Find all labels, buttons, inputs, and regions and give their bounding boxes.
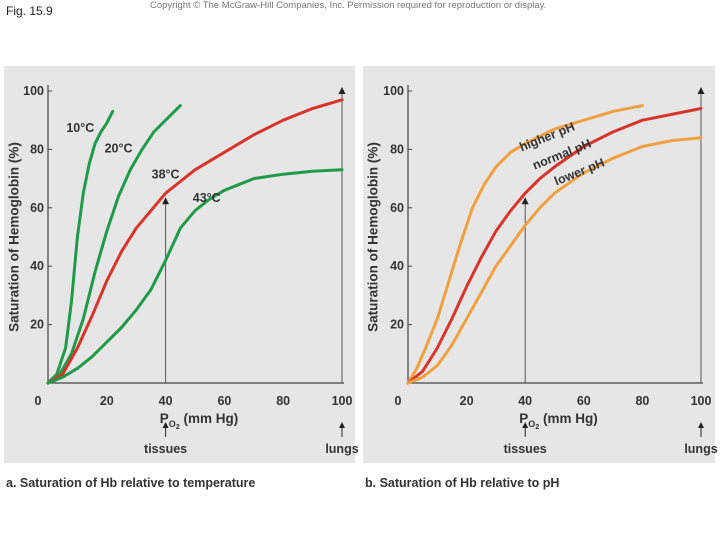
series-label: 10°C (66, 121, 94, 135)
y-tick-label: 40 (30, 259, 44, 273)
x-tick-label: 40 (159, 394, 173, 408)
series-line (46, 104, 182, 385)
panel-a-chart: 0 20 40 60 80 100 20 40 60 80 100 Saturation of Hem… (4, 66, 359, 463)
y-tick-label: 60 (390, 201, 404, 215)
label-arrowhead (522, 422, 529, 428)
y-axis-label: Saturation of Hemoglobin (%) (7, 142, 22, 332)
x-tick-label: 100 (691, 394, 712, 408)
x-axis-label: PO2 (mm Hg) (160, 411, 238, 431)
x-tick-label: 60 (577, 394, 591, 408)
y-tick-label: 60 (30, 201, 44, 215)
x-tick-label: 60 (217, 394, 231, 408)
series-label: 38°C (152, 168, 180, 182)
x-tick-label: 40 (518, 394, 532, 408)
x-tick-label: 0 (395, 394, 402, 408)
y-tick-label: 80 (390, 142, 404, 156)
series-line (46, 109, 115, 385)
figure-label: Fig. 15.9 (6, 4, 53, 18)
series-line (406, 104, 644, 385)
marker-label: lungs (684, 442, 717, 456)
x-tick-label: 80 (635, 394, 649, 408)
series-label: 43°C (193, 191, 221, 205)
x-tick-label: 20 (460, 394, 474, 408)
series-line (406, 136, 703, 385)
plot-background (363, 66, 715, 463)
x-tick-label: 100 (332, 394, 353, 408)
plot-background (4, 66, 355, 463)
panel-a-caption: a. Saturation of Hb relative to temperat… (6, 476, 256, 490)
y-tick-label: 100 (23, 84, 44, 98)
series-line (46, 168, 344, 385)
label-arrowhead (339, 422, 345, 428)
marker-arrowhead (697, 87, 705, 94)
panel-b-caption: b. Saturation of Hb relative to pH (365, 476, 560, 490)
copyright-notice: Copyright © The McGraw-Hill Companies, I… (150, 0, 547, 11)
label-arrowhead (698, 422, 704, 428)
y-tick-label: 80 (30, 142, 44, 156)
y-tick-label: 40 (390, 259, 404, 273)
x-tick-label: 20 (100, 394, 114, 408)
x-tick-label: 80 (276, 394, 290, 408)
series-line (406, 107, 703, 385)
y-tick-label: 20 (30, 318, 44, 332)
label-arrowhead (162, 422, 169, 428)
marker-label: tissues (144, 442, 187, 456)
x-axis-label: PO2 (mm Hg) (519, 411, 597, 431)
marker-label: tissues (504, 442, 547, 456)
x-tick-label: 0 (35, 394, 42, 408)
series-label: 20°C (105, 141, 133, 155)
y-axis-label: Saturation of Hemoglobin (%) (366, 142, 381, 332)
marker-label: lungs (325, 442, 358, 456)
marker-arrowhead (338, 87, 346, 94)
marker-arrowhead (162, 197, 170, 205)
panel-b-chart: 0 20 40 60 80 100 20 40 60 80 100 Saturation of Hem… (363, 66, 718, 463)
y-tick-label: 100 (383, 84, 404, 98)
y-tick-label: 20 (390, 318, 404, 332)
marker-arrowhead (521, 197, 529, 205)
series-line (46, 98, 344, 385)
